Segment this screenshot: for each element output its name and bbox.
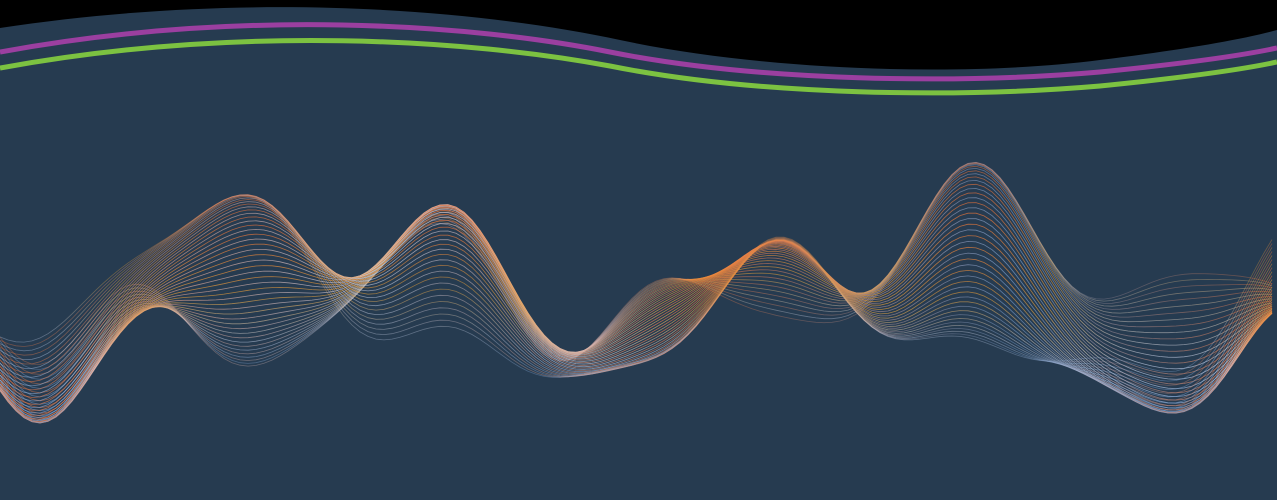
wave-line	[0, 211, 1273, 423]
wave-line	[0, 228, 1273, 413]
wave-line	[0, 216, 1273, 420]
wave-line	[0, 205, 1273, 424]
wave-line	[0, 206, 1273, 424]
wave-line	[0, 202, 1273, 423]
wave-line	[0, 224, 1273, 414]
wave-line	[0, 167, 1273, 402]
wave-line	[0, 223, 1273, 416]
green-stripe	[0, 38, 1277, 96]
wave-line	[0, 209, 1273, 412]
wave-line	[0, 176, 1273, 412]
wave-line	[0, 209, 1273, 424]
wave-line	[0, 173, 1273, 409]
wave-line	[0, 192, 1273, 421]
wave-line	[0, 170, 1273, 405]
wave-line	[0, 165, 1273, 398]
wavy-top-panel	[0, 7, 1277, 500]
wave-line	[0, 214, 1273, 422]
wave-line	[0, 220, 1273, 414]
wave-line	[0, 197, 1273, 422]
wave-line	[0, 163, 1273, 389]
wave-line	[0, 161, 1273, 380]
wave-line	[0, 212, 1273, 413]
wave-line	[0, 208, 1273, 424]
wave-line	[0, 203, 1273, 409]
wave-line	[0, 179, 1273, 414]
wave-line	[0, 183, 1273, 417]
wave-line	[0, 219, 1273, 418]
wave-line	[0, 162, 1273, 385]
sound-wave-mesh	[0, 161, 1273, 424]
purple-stripe	[0, 22, 1277, 82]
wave-line	[0, 164, 1273, 394]
wave-line	[0, 226, 1273, 414]
wave-line	[0, 216, 1273, 414]
wave-line	[0, 195, 1273, 378]
wave-line	[0, 188, 1273, 419]
wave-line	[0, 206, 1273, 411]
